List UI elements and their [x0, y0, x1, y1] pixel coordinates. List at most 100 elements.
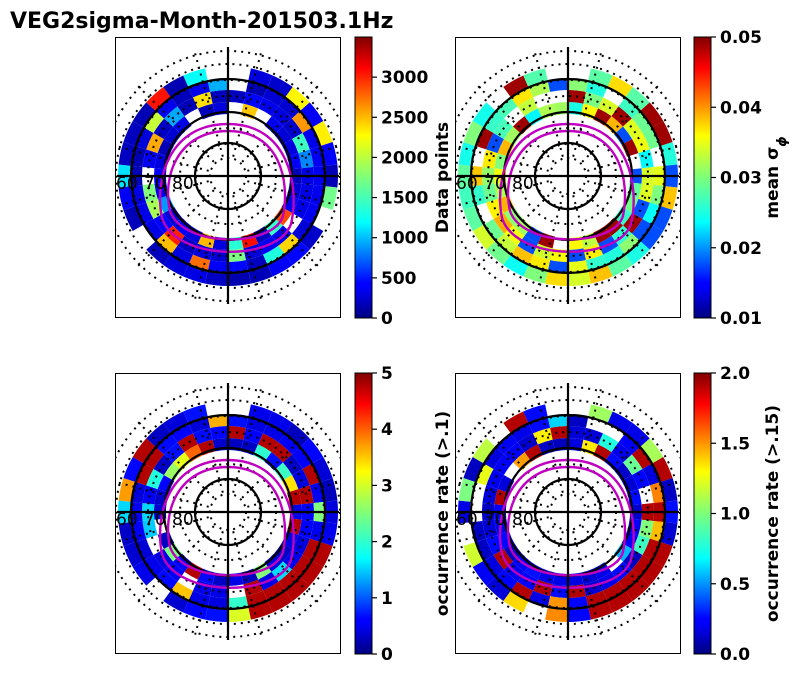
radial-line: [581, 83, 661, 163]
heatmap-cell: [661, 478, 678, 502]
radial-line: [232, 531, 263, 638]
heatmap-cell: [312, 457, 333, 482]
heatmap-cell: [278, 569, 301, 592]
radial-line: [581, 189, 661, 269]
radial-line: [115, 144, 209, 172]
radial-line: [241, 83, 321, 163]
radial-line: [533, 386, 564, 493]
heatmap-cell: [588, 404, 613, 423]
heatmap-cell: [146, 87, 171, 111]
heatmap-cells: [457, 404, 679, 622]
heatmap-cell: [285, 241, 310, 265]
heatmap-cell: [652, 457, 673, 482]
radial-line: [455, 180, 549, 208]
heatmap-cell: [264, 116, 283, 135]
colorbar-tick-label: 2.0: [720, 364, 750, 384]
crosshair: [457, 47, 679, 304]
axes-frame: [115, 373, 341, 654]
heatmap-cell: [118, 478, 135, 502]
heatmap-cell: [463, 206, 484, 231]
heatmap-cell: [486, 198, 504, 219]
radial-line: [247, 180, 341, 208]
axes-frame: [455, 37, 681, 318]
colorbar-tick-label: 0.05: [720, 28, 762, 48]
heatmap-cell: [278, 432, 301, 455]
colorbar-tick-label: 2: [381, 533, 393, 553]
heatmap-cell: [604, 452, 623, 471]
radial-line: [135, 83, 215, 163]
heatmap-cell: [134, 538, 154, 561]
heatmap-cell: [183, 404, 208, 423]
heatmap-cell: [163, 126, 182, 145]
heatmap-cell: [640, 561, 664, 586]
chart-panel-bottom-left: 60 70 80 0 1 2 3 4 5 occurrence rate (>.1): [115, 364, 453, 665]
heatmap-cell: [205, 271, 228, 286]
heatmap-cell: [472, 438, 496, 463]
colorbar-tick-label: 0.02: [720, 239, 762, 259]
colorbar-tick-label: 0.04: [720, 98, 762, 118]
heatmap-cell: [583, 427, 603, 445]
heatmap-cell: [524, 108, 543, 126]
heatmap-cell: [177, 433, 198, 453]
heatmap-cell: [163, 75, 189, 97]
latitude-label: 70: [144, 510, 166, 530]
heatmap-cell: [547, 413, 568, 428]
heatmap-cell: [170, 422, 193, 443]
heatmap-cell: [495, 233, 518, 256]
heatmap-cell: [614, 126, 633, 145]
heatmap-cell: [510, 422, 533, 443]
heatmap-cell: [642, 202, 662, 225]
oval-outer: [498, 122, 635, 253]
heatmap-cell: [458, 186, 475, 210]
heatmap-cell: [474, 463, 494, 486]
heatmap-cell: [642, 538, 662, 561]
heatmap-cell: [631, 446, 653, 469]
radial-line: [572, 531, 603, 638]
heatmap-cell: [118, 142, 135, 166]
heatmap-cell: [523, 265, 548, 284]
heatmap-cell: [248, 265, 273, 284]
heatmap-cell: [625, 423, 650, 447]
colorbar-tick-label: 3000: [381, 68, 428, 88]
heatmap-cell: [593, 108, 612, 126]
heatmap-cell: [248, 68, 273, 87]
heatmap-cell: [598, 433, 619, 453]
latitude-label: 80: [512, 510, 534, 530]
heatmap-cell: [253, 444, 272, 462]
heatmap-cell: [263, 86, 286, 107]
heatmap-cell: [118, 186, 135, 210]
heatmap-cell: [321, 142, 338, 166]
colorbar-tick-label: 5: [381, 364, 393, 384]
heatmap-cell: [503, 411, 529, 433]
heatmap-cell: [183, 265, 208, 284]
heatmap-cell: [143, 446, 165, 469]
colorbar-tick-label: 2500: [381, 108, 428, 128]
heatmap-cell: [618, 96, 641, 119]
heatmap-cell: [302, 538, 322, 561]
heatmap-cell: [503, 591, 529, 613]
heatmap-cell: [228, 413, 249, 428]
heatmap-cell: [472, 102, 496, 127]
heatmap-cell: [547, 260, 568, 275]
colorbar-tick-label: 0.03: [720, 169, 762, 189]
heatmap-cell: [291, 110, 313, 133]
heatmap-cell: [278, 96, 301, 119]
radial-line: [572, 195, 603, 302]
heatmap-cell: [132, 438, 156, 463]
latitude-label: 60: [456, 174, 478, 194]
heatmap-cell: [146, 133, 164, 154]
heatmap-cell: [243, 91, 263, 109]
heatmap-cell: [472, 561, 496, 586]
heatmap-cell: [321, 478, 338, 502]
heatmap-cell: [132, 102, 156, 127]
colorbar-label-subscript: ϕ: [775, 136, 790, 146]
heatmap-cell: [623, 118, 643, 139]
heatmap-cell: [661, 142, 678, 166]
crosshair: [117, 47, 339, 304]
radial-line: [475, 83, 555, 163]
heatmap-cell: [607, 75, 633, 97]
heatmap-cell: [312, 542, 333, 567]
colorbar: [693, 36, 712, 319]
radial-line: [232, 50, 263, 157]
latitude-label: 70: [144, 174, 166, 194]
